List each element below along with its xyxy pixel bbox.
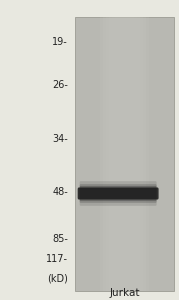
Bar <box>115 16 134 291</box>
Bar <box>103 16 146 291</box>
Text: 85-: 85- <box>52 233 68 244</box>
Bar <box>100 16 149 291</box>
FancyBboxPatch shape <box>78 188 159 200</box>
FancyBboxPatch shape <box>80 186 157 201</box>
Text: 26-: 26- <box>52 80 68 91</box>
Text: (kD): (kD) <box>47 273 68 284</box>
Bar <box>121 16 127 291</box>
Bar <box>118 16 130 291</box>
Bar <box>106 16 143 291</box>
FancyBboxPatch shape <box>80 184 157 203</box>
Text: 117-: 117- <box>46 254 68 265</box>
Bar <box>112 16 137 291</box>
Bar <box>109 16 140 291</box>
Text: 19-: 19- <box>52 37 68 47</box>
Bar <box>75 16 174 291</box>
Text: Jurkat: Jurkat <box>109 287 140 298</box>
Text: 48-: 48- <box>52 187 68 197</box>
FancyBboxPatch shape <box>80 181 157 206</box>
Text: 34-: 34- <box>52 134 68 145</box>
